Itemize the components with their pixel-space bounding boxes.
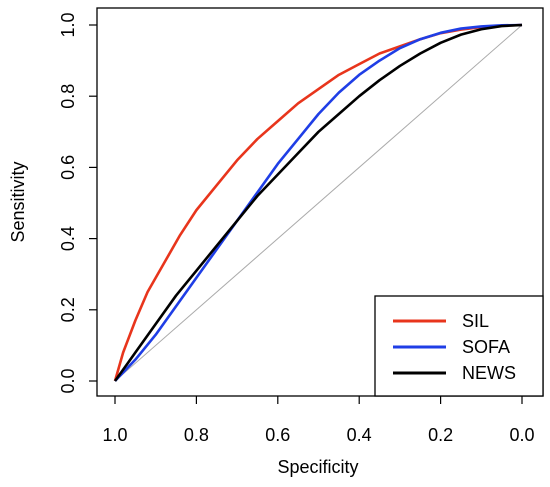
x-tick-label: 1.0 <box>102 425 127 445</box>
legend: SIL SOFA NEWS <box>374 295 544 397</box>
reference-diagonal <box>114 24 523 382</box>
x-tick-label: 0.8 <box>184 425 209 445</box>
reference-layer <box>114 24 523 382</box>
series-line-news <box>113 23 523 382</box>
legend-label-sofa: SOFA <box>462 337 510 357</box>
legend-label-sil: SIL <box>462 311 489 331</box>
y-tick-label: 0.2 <box>58 297 78 322</box>
y-axis: 0.0 0.2 0.4 0.6 0.8 1.0 <box>58 12 97 394</box>
y-tick-label: 0.4 <box>58 226 78 251</box>
series-layer <box>113 23 523 382</box>
x-tick-label: 0.2 <box>428 425 453 445</box>
y-tick-label: 1.0 <box>58 12 78 37</box>
x-tick-label: 0.6 <box>265 425 290 445</box>
plot-frame <box>96 7 544 397</box>
x-tick-label: 0.0 <box>509 425 534 445</box>
series-line-sofa <box>114 23 523 382</box>
x-axis-label: Specificity <box>277 457 358 477</box>
y-axis-label: Sensitivity <box>8 161 28 242</box>
x-axis: 1.0 0.8 0.6 0.4 0.2 0.0 <box>102 396 535 445</box>
legend-label-news: NEWS <box>462 363 516 383</box>
x-tick-label: 0.4 <box>347 425 372 445</box>
y-tick-label: 0.6 <box>58 155 78 180</box>
y-tick-label: 0.0 <box>58 368 78 393</box>
y-tick-label: 0.8 <box>58 84 78 109</box>
